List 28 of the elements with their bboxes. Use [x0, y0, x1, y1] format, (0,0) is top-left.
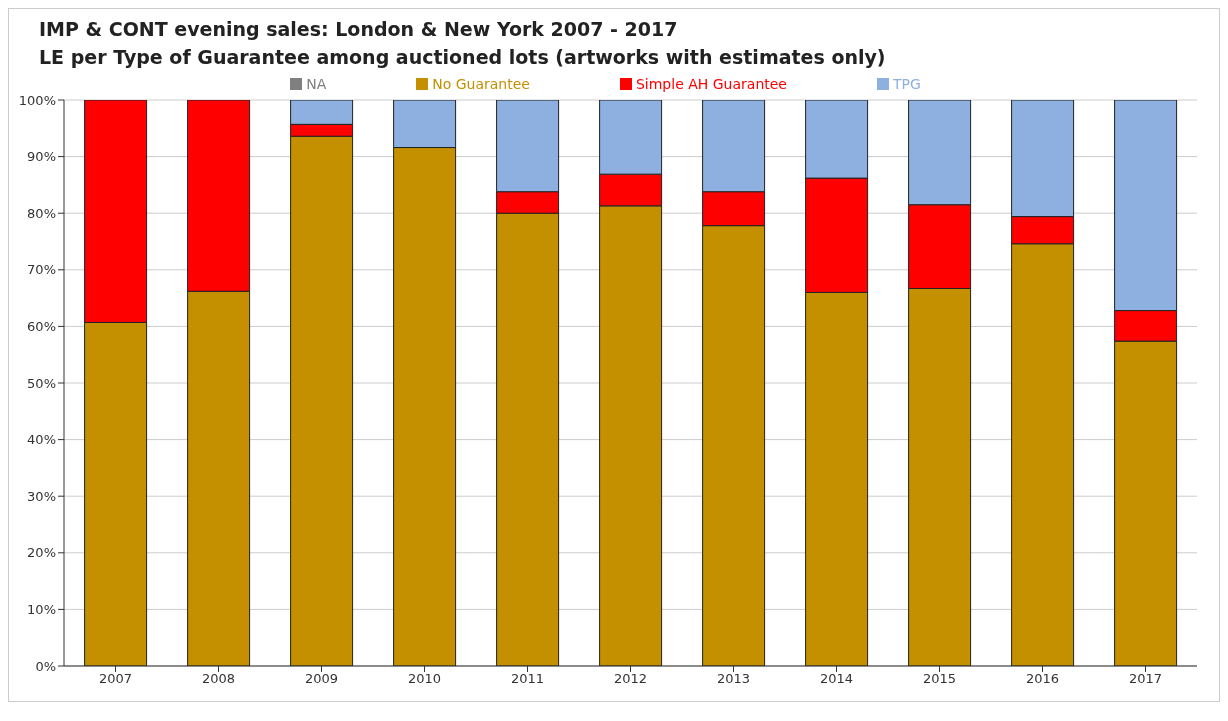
y-tick-label: 70%: [27, 262, 56, 278]
x-tick-label: 2014: [819, 671, 854, 687]
x-tick-label: 2012: [613, 671, 648, 687]
y-tick-label: 40%: [27, 432, 56, 448]
chart-title: IMP & CONT evening sales: London & New York 2007 - 2017: [39, 17, 679, 42]
x-tick-label: 2016: [1025, 671, 1060, 687]
text: No Guarantee: [432, 76, 530, 92]
y-tick-label: 100%: [18, 92, 56, 108]
x-tick-label: 2013: [716, 671, 751, 687]
x-tick-label: 2007: [98, 671, 133, 687]
y-tick-label: 30%: [27, 488, 56, 504]
legend-label: Simple AH Guarantee: [635, 76, 787, 92]
x-tick-label: 2011: [510, 671, 545, 687]
y-tick-label: 20%: [27, 545, 56, 561]
legend-label: NA: [306, 76, 327, 92]
y-tick-label: 80%: [27, 205, 56, 221]
chart-subtitle: LE per Type of Guarantee among auctioned lots (artworks with estimates only): [39, 45, 887, 70]
x-tick-label: 2008: [201, 671, 236, 687]
x-tick-label: 2017: [1128, 671, 1163, 687]
y-tick-label: 90%: [27, 149, 56, 165]
y-tick-label: 10%: [27, 602, 56, 618]
y-tick-label: 60%: [27, 319, 56, 335]
y-tick-label: 50%: [27, 375, 56, 391]
x-tick-label: 2010: [407, 671, 442, 687]
y-tick-label: 0%: [35, 658, 56, 674]
x-tick-label: 2015: [922, 671, 957, 687]
legend-label: TPG: [892, 76, 921, 92]
x-tick-label: 2009: [304, 671, 339, 687]
